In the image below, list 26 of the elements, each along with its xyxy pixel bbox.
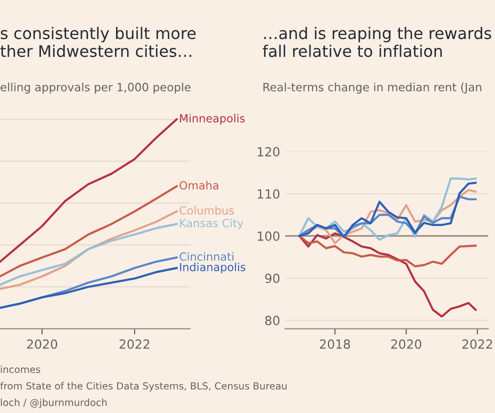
series-label: Minneapolis	[180, 114, 245, 125]
chart-title: s consistently built more ther Midwestern cities…	[0, 26, 196, 58]
chart-title: …and is reaping the rewards fall relative to inflation	[262, 26, 492, 58]
y-tick-label: 80	[265, 316, 280, 326]
line-series	[298, 232, 477, 318]
x-tick-label: 2022	[120, 339, 150, 349]
y-tick-label: 90	[265, 274, 280, 284]
text: from State of the Cities Data Systems, BLS, Census Bureau	[0, 382, 287, 392]
chart-subtitle: Real-terms change in median rent (Jan	[263, 82, 482, 94]
chart-subtitle: elling approvals per 1,000 people	[0, 82, 191, 94]
y-tick-label: 100	[258, 231, 280, 241]
y-tick-label: 110	[258, 189, 280, 199]
series-label: Columbus	[180, 206, 234, 215]
line-series	[298, 234, 477, 268]
x-tick-label: 2020	[391, 339, 422, 349]
text: incomes	[0, 366, 40, 374]
line-series	[298, 196, 477, 238]
series-label: Omaha	[180, 180, 218, 190]
x-tick-label: 2020	[27, 339, 58, 349]
x-tick-label: 2018	[320, 339, 350, 349]
text: loch / @jburnmurdoch	[0, 398, 107, 408]
y-tick-label: 120	[258, 147, 280, 156]
series-label: Kansas City	[180, 218, 244, 230]
series-label: Cincinnati	[180, 252, 234, 261]
series-label: Indianapolis	[180, 262, 246, 274]
x-tick-label: 2022	[462, 339, 492, 349]
